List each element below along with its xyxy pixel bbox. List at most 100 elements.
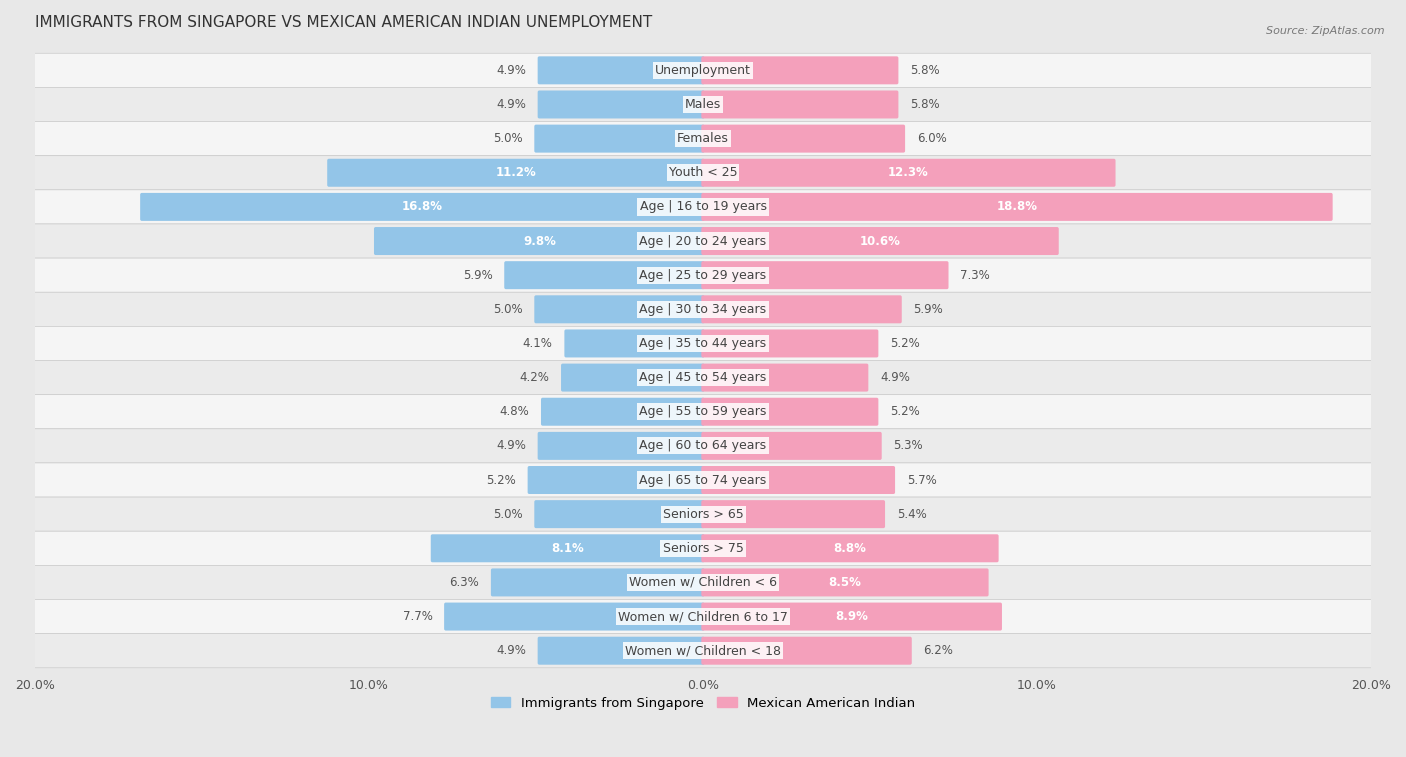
Text: 5.4%: 5.4% [897,508,927,521]
FancyBboxPatch shape [491,569,704,597]
FancyBboxPatch shape [34,87,1372,122]
Text: Seniors > 75: Seniors > 75 [662,542,744,555]
FancyBboxPatch shape [430,534,704,562]
Text: 8.1%: 8.1% [551,542,583,555]
FancyBboxPatch shape [34,360,1372,394]
Text: Source: ZipAtlas.com: Source: ZipAtlas.com [1267,26,1385,36]
FancyBboxPatch shape [34,190,1372,224]
Text: 5.2%: 5.2% [486,474,516,487]
Text: Seniors > 65: Seniors > 65 [662,508,744,521]
Text: Females: Females [678,132,728,145]
Text: 5.3%: 5.3% [893,439,922,453]
FancyBboxPatch shape [702,261,949,289]
Text: Age | 35 to 44 years: Age | 35 to 44 years [640,337,766,350]
FancyBboxPatch shape [34,565,1372,600]
Text: Age | 16 to 19 years: Age | 16 to 19 years [640,201,766,213]
FancyBboxPatch shape [702,295,901,323]
FancyBboxPatch shape [702,432,882,459]
Text: 8.8%: 8.8% [834,542,866,555]
FancyBboxPatch shape [702,193,1333,221]
Text: 6.3%: 6.3% [450,576,479,589]
Text: Age | 25 to 29 years: Age | 25 to 29 years [640,269,766,282]
Legend: Immigrants from Singapore, Mexican American Indian: Immigrants from Singapore, Mexican Ameri… [485,692,921,715]
Text: 5.8%: 5.8% [910,64,939,77]
Text: 12.3%: 12.3% [889,167,929,179]
Text: Age | 55 to 59 years: Age | 55 to 59 years [640,405,766,418]
Text: 4.2%: 4.2% [519,371,550,384]
FancyBboxPatch shape [444,603,704,631]
Text: 4.9%: 4.9% [496,64,526,77]
Text: 7.7%: 7.7% [402,610,433,623]
Text: 4.9%: 4.9% [496,439,526,453]
Text: 4.9%: 4.9% [496,98,526,111]
Text: Women w/ Children 6 to 17: Women w/ Children 6 to 17 [619,610,787,623]
Text: 5.0%: 5.0% [494,132,523,145]
Text: 5.0%: 5.0% [494,303,523,316]
FancyBboxPatch shape [34,224,1372,258]
Text: 4.9%: 4.9% [880,371,910,384]
Text: Youth < 25: Youth < 25 [669,167,737,179]
FancyBboxPatch shape [702,91,898,119]
Text: Women w/ Children < 6: Women w/ Children < 6 [628,576,778,589]
Text: 10.6%: 10.6% [859,235,900,248]
FancyBboxPatch shape [702,159,1115,187]
FancyBboxPatch shape [505,261,704,289]
Text: 18.8%: 18.8% [997,201,1038,213]
Text: Age | 45 to 54 years: Age | 45 to 54 years [640,371,766,384]
FancyBboxPatch shape [702,227,1059,255]
FancyBboxPatch shape [34,600,1372,634]
Text: Age | 30 to 34 years: Age | 30 to 34 years [640,303,766,316]
FancyBboxPatch shape [34,122,1372,156]
Text: Males: Males [685,98,721,111]
FancyBboxPatch shape [564,329,704,357]
Text: Age | 65 to 74 years: Age | 65 to 74 years [640,474,766,487]
FancyBboxPatch shape [34,428,1372,463]
FancyBboxPatch shape [527,466,704,494]
FancyBboxPatch shape [702,363,869,391]
Text: 5.9%: 5.9% [914,303,943,316]
FancyBboxPatch shape [702,534,998,562]
FancyBboxPatch shape [702,397,879,425]
FancyBboxPatch shape [534,295,704,323]
FancyBboxPatch shape [702,125,905,153]
FancyBboxPatch shape [34,156,1372,190]
FancyBboxPatch shape [534,125,704,153]
Text: 16.8%: 16.8% [402,201,443,213]
FancyBboxPatch shape [34,394,1372,428]
FancyBboxPatch shape [374,227,704,255]
Text: 9.8%: 9.8% [523,235,555,248]
FancyBboxPatch shape [34,53,1372,87]
Text: 7.3%: 7.3% [960,269,990,282]
Text: 8.9%: 8.9% [835,610,868,623]
Text: 5.2%: 5.2% [890,337,920,350]
Text: 5.8%: 5.8% [910,98,939,111]
FancyBboxPatch shape [561,363,704,391]
FancyBboxPatch shape [702,637,911,665]
Text: 6.2%: 6.2% [924,644,953,657]
FancyBboxPatch shape [702,466,896,494]
FancyBboxPatch shape [141,193,704,221]
Text: 5.9%: 5.9% [463,269,492,282]
Text: 5.0%: 5.0% [494,508,523,521]
Text: Age | 60 to 64 years: Age | 60 to 64 years [640,439,766,453]
Text: IMMIGRANTS FROM SINGAPORE VS MEXICAN AMERICAN INDIAN UNEMPLOYMENT: IMMIGRANTS FROM SINGAPORE VS MEXICAN AME… [35,15,652,30]
Text: 5.2%: 5.2% [890,405,920,418]
FancyBboxPatch shape [534,500,704,528]
FancyBboxPatch shape [34,634,1372,668]
Text: 6.0%: 6.0% [917,132,946,145]
FancyBboxPatch shape [328,159,704,187]
FancyBboxPatch shape [34,326,1372,360]
Text: 4.1%: 4.1% [523,337,553,350]
FancyBboxPatch shape [702,56,898,84]
FancyBboxPatch shape [702,569,988,597]
Text: 11.2%: 11.2% [495,167,536,179]
FancyBboxPatch shape [541,397,704,425]
FancyBboxPatch shape [537,56,704,84]
Text: Women w/ Children < 18: Women w/ Children < 18 [626,644,780,657]
FancyBboxPatch shape [702,500,884,528]
FancyBboxPatch shape [702,329,879,357]
FancyBboxPatch shape [537,637,704,665]
FancyBboxPatch shape [34,463,1372,497]
FancyBboxPatch shape [34,531,1372,565]
Text: 8.5%: 8.5% [828,576,862,589]
